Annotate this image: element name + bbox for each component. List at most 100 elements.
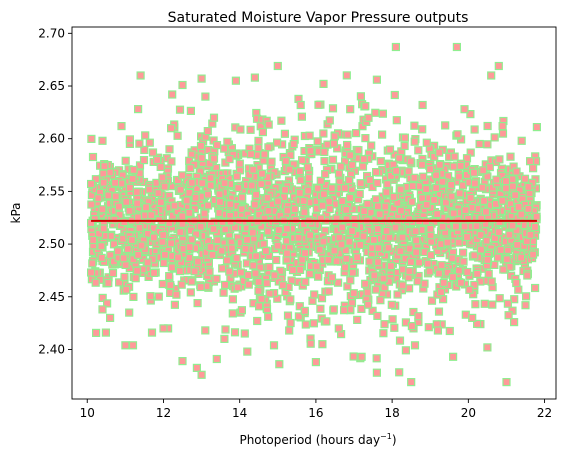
scatter-point (237, 205, 246, 214)
scatter-point (304, 173, 313, 182)
scatter-point (398, 281, 407, 290)
scatter-point (425, 267, 434, 276)
scatter-point (185, 188, 194, 197)
scatter-point (483, 255, 492, 264)
scatter-point (524, 204, 533, 213)
scatter-point (149, 233, 158, 242)
scatter-point (495, 155, 504, 164)
scatter-point (246, 150, 256, 159)
scatter-point (252, 252, 261, 261)
scatter-point (470, 280, 479, 289)
scatter-point (345, 176, 354, 185)
scatter-point (197, 74, 206, 83)
scatter-point (114, 278, 124, 287)
x-axis-label-close: ) (392, 433, 397, 447)
scatter-point (355, 189, 364, 198)
scatter-point (147, 328, 157, 337)
scatter-point (532, 212, 541, 221)
scatter-point (276, 266, 285, 275)
scatter-point (234, 183, 243, 193)
scatter-point (376, 296, 385, 305)
scatter-point (235, 159, 244, 168)
scatter-point (213, 236, 222, 245)
scatter-point (295, 188, 304, 198)
scatter-point (320, 156, 329, 166)
scatter-point (304, 186, 313, 195)
scatter-point (134, 250, 143, 259)
scatter-point (185, 253, 194, 262)
scatter-point (371, 285, 381, 294)
scatter-point (511, 191, 520, 200)
scatter-point (170, 201, 179, 210)
scatter-point (325, 116, 334, 125)
scatter-point (285, 165, 294, 174)
scatter-point (132, 187, 141, 197)
scatter-point (349, 289, 358, 298)
scatter-point (298, 156, 307, 165)
scatter-point (264, 312, 273, 321)
scatter-point (521, 301, 530, 310)
scatter-point (222, 256, 232, 265)
scatter-point (364, 300, 373, 309)
y-axis-label: kPa (9, 203, 23, 224)
scatter-point (410, 341, 420, 350)
scatter-point (240, 329, 249, 338)
scatter-point (91, 278, 100, 287)
x-tick-label: 14 (232, 406, 247, 420)
scatter-point (260, 150, 269, 159)
scatter-point (361, 279, 370, 288)
scatter-point (178, 171, 187, 180)
scatter-point (392, 166, 401, 175)
scatter-point (167, 263, 176, 272)
scatter-point (361, 102, 370, 111)
scatter-point (121, 341, 130, 350)
scatter-point (294, 312, 303, 321)
scatter-point (174, 253, 183, 262)
scatter-point (354, 146, 363, 155)
scatter-point (379, 329, 388, 338)
scatter-point (172, 290, 181, 299)
y-tick-label: 2.45 (38, 290, 65, 304)
scatter-point (387, 300, 396, 309)
scatter-point (346, 276, 355, 285)
scatter-point (263, 193, 272, 202)
scatter-point (98, 136, 107, 145)
scatter-point (375, 210, 384, 219)
scatter-point (338, 223, 347, 232)
scatter-point (196, 222, 205, 231)
scatter-points (86, 42, 542, 387)
scatter-point (198, 179, 207, 188)
scatter-point (470, 251, 479, 260)
scatter-point (274, 225, 283, 235)
scatter-point (409, 307, 418, 317)
axes-frame (71, 26, 557, 400)
scatter-point (448, 254, 457, 263)
scatter-point (147, 211, 156, 220)
scatter-point (264, 206, 273, 215)
scatter-point (415, 258, 424, 267)
scatter-point (499, 265, 508, 274)
scatter-point (365, 257, 374, 266)
scatter-point (250, 73, 259, 82)
scatter-point (99, 178, 108, 187)
scatter-point (132, 266, 142, 275)
scatter-point (104, 278, 113, 288)
scatter-point (98, 293, 107, 302)
scatter-point (87, 200, 96, 209)
scatter-point (473, 269, 482, 278)
scatter-point (306, 146, 315, 155)
scatter-point (158, 237, 167, 246)
scatter-point (141, 131, 150, 140)
scatter-point (221, 225, 230, 234)
scatter-point (249, 165, 258, 174)
scatter-point (86, 218, 96, 228)
scatter-point (422, 185, 431, 194)
scatter-point (255, 302, 264, 311)
scatter-point (119, 254, 128, 263)
scatter-point (498, 129, 508, 138)
scatter-point (439, 278, 448, 287)
scatter-point (170, 300, 179, 309)
scatter-point (159, 258, 168, 268)
scatter-point (237, 306, 246, 315)
scatter-point (167, 124, 176, 133)
